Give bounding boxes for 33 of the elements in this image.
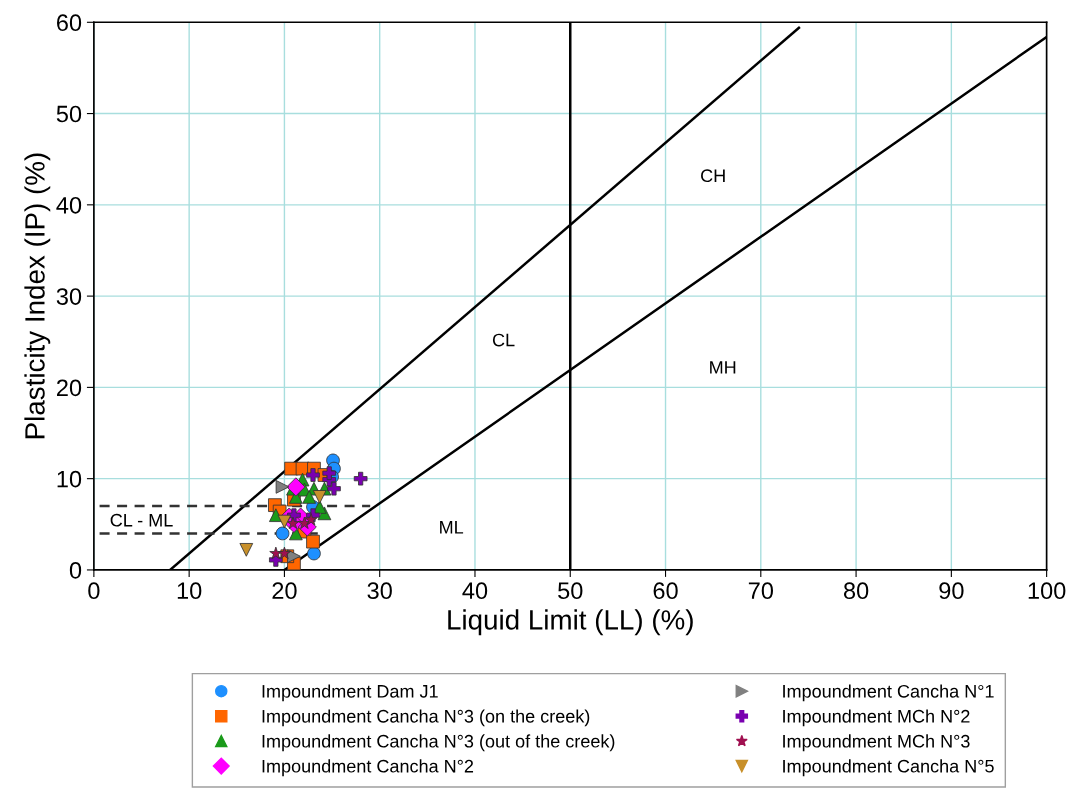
y-tick-label: 30 [56,288,82,305]
y-axis-title: Plasticity Index (IP) (%) [24,153,51,439]
y-tick-label: 40 [56,196,82,214]
legend-label: Impoundment MCh N°2 [783,709,970,727]
legend-label: Impoundment Cancha N°2 [262,759,474,777]
y-tick-label: 10 [57,470,82,488]
x-tick-label: 50 [558,582,583,600]
legend-label: Impoundment Dam J1 [262,684,438,702]
legend-label: Impoundment Cancha N°1 [783,684,994,702]
annotation: CL - ML [110,513,173,527]
legend-label: Impoundment MCh N°3 [783,734,970,752]
annotation: CH [701,169,725,183]
annotation: CL [492,333,515,347]
x-tick-label: 60 [653,582,678,600]
annotation: ML [440,521,464,534]
x-tick-label: 30 [367,582,392,600]
x-tick-label: 80 [843,582,869,600]
legend-label: Impoundment Cancha N°3 (on the creek) [262,709,590,727]
x-axis-title: Liquid Limit (LL) (%) [448,609,693,636]
x-tick-label: 90 [939,582,964,600]
y-tick-label: 60 [57,14,82,32]
y-tick-label: 50 [56,105,82,123]
x-tick-label: 70 [748,582,774,600]
legend-label: Impoundment Cancha N°5 [783,759,994,777]
legend-label: Impoundment Cancha N°3 (out of the creek) [262,734,615,752]
annotation: MH [710,361,736,374]
x-tick-label: 20 [272,582,297,600]
y-tick-label: 20 [57,379,82,397]
x-tick-label: 100 [1028,582,1066,600]
x-tick-label: 0 [88,582,100,600]
x-tick-label: 10 [177,582,202,600]
y-tick-label: 0 [69,562,82,579]
x-tick-label: 40 [462,582,488,600]
